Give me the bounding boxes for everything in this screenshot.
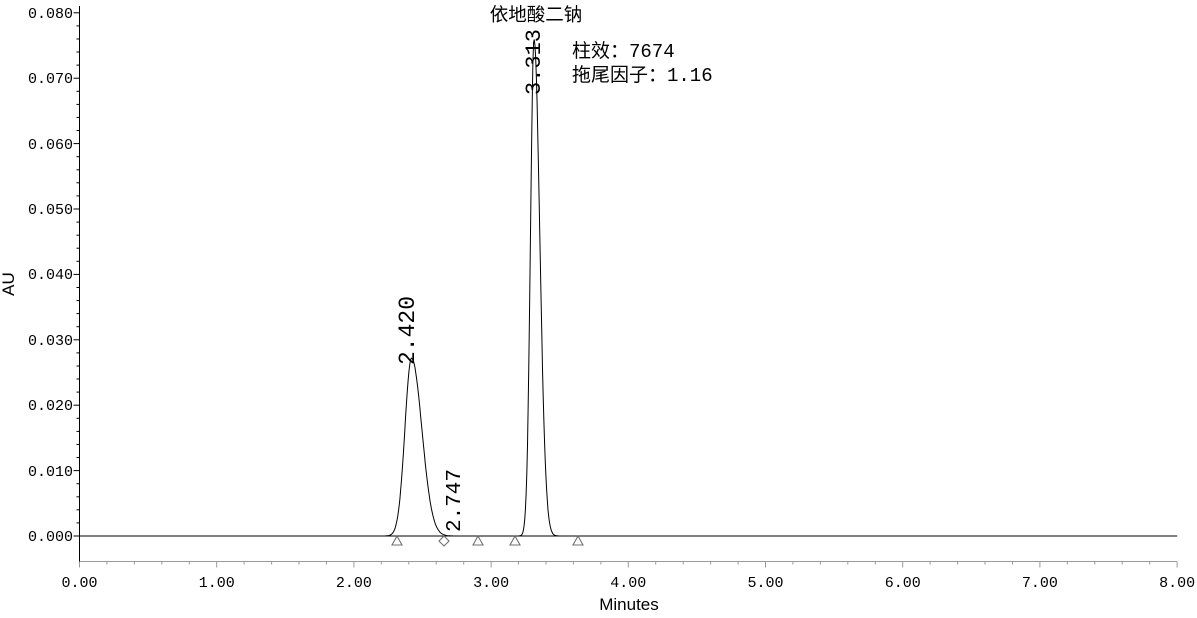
svg-text:0.070: 0.070 bbox=[28, 71, 73, 88]
svg-text:2.747: 2.747 bbox=[444, 469, 467, 532]
svg-text:5.00: 5.00 bbox=[747, 575, 783, 592]
svg-text:0.060: 0.060 bbox=[28, 137, 73, 154]
svg-text:3.00: 3.00 bbox=[473, 575, 509, 592]
svg-text:拖尾因子：1.16: 拖尾因子：1.16 bbox=[572, 64, 713, 87]
svg-text:2.00: 2.00 bbox=[336, 575, 372, 592]
svg-text:3.313: 3.313 bbox=[522, 29, 547, 95]
svg-text:柱效：7674: 柱效：7674 bbox=[572, 40, 675, 63]
svg-text:8.00: 8.00 bbox=[1159, 575, 1195, 592]
svg-text:4.00: 4.00 bbox=[610, 575, 646, 592]
svg-text:1.00: 1.00 bbox=[199, 575, 235, 592]
svg-text:6.00: 6.00 bbox=[885, 575, 921, 592]
svg-text:2.420: 2.420 bbox=[395, 296, 421, 365]
svg-text:0.000: 0.000 bbox=[28, 529, 73, 546]
svg-text:AU: AU bbox=[0, 272, 18, 296]
svg-text:0.00: 0.00 bbox=[61, 575, 97, 592]
svg-text:7.00: 7.00 bbox=[1022, 575, 1058, 592]
svg-text:0.080: 0.080 bbox=[28, 6, 73, 23]
svg-text:0.010: 0.010 bbox=[28, 464, 73, 481]
svg-text:0.020: 0.020 bbox=[28, 398, 73, 415]
svg-text:0.050: 0.050 bbox=[28, 202, 73, 219]
svg-text:依地酸二钠: 依地酸二钠 bbox=[490, 4, 583, 25]
svg-text:Minutes: Minutes bbox=[599, 595, 659, 614]
svg-text:0.040: 0.040 bbox=[28, 267, 73, 284]
svg-text:0.030: 0.030 bbox=[28, 333, 73, 350]
